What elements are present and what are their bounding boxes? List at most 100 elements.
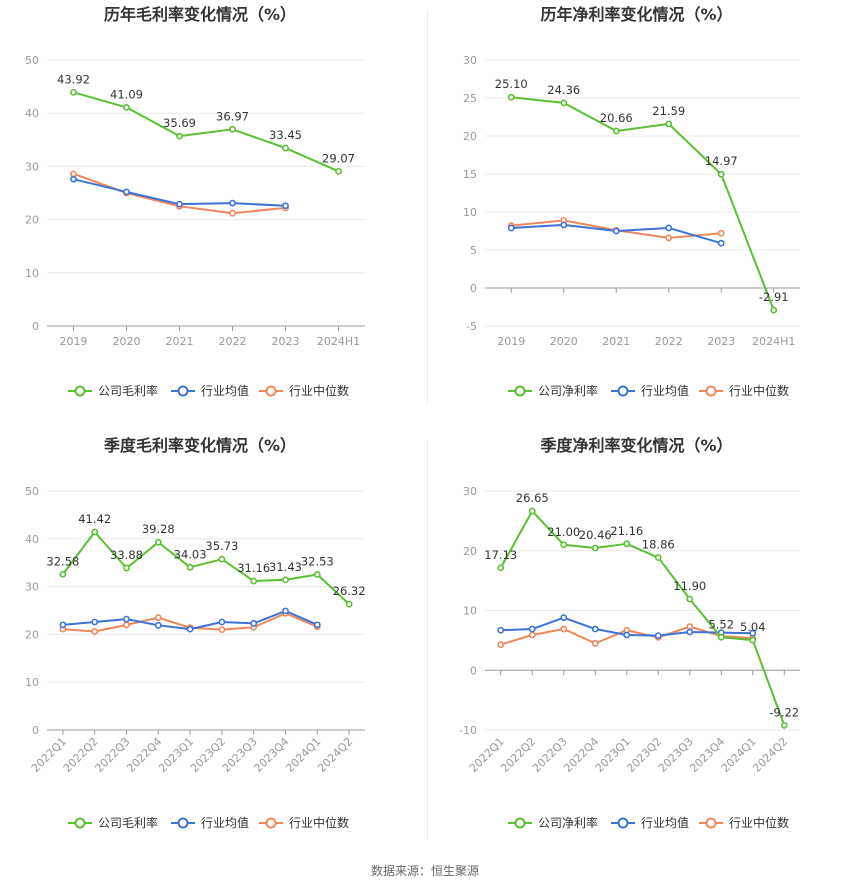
data-point [665, 120, 673, 128]
data-point [528, 625, 536, 633]
y-tick-label: -10 [459, 724, 477, 737]
data-label: -2.91 [759, 290, 789, 304]
y-tick-label: 20 [25, 214, 39, 227]
x-tick-label: 2024Q2 [750, 735, 790, 775]
data-point [560, 99, 568, 107]
y-tick-label: 30 [25, 581, 39, 594]
data-point [229, 125, 236, 133]
y-tick-label: 40 [25, 107, 39, 120]
chart-svg: 历年净利率变化情况（%） -5 0 5 10 15 20 25 30 2019 2020 2021 20… [463, 5, 800, 398]
data-label: 35.69 [163, 116, 196, 130]
data-point [123, 615, 130, 623]
chart-svg: 季度净利率变化情况（%）-1001020302022Q12022Q22022Q3… [459, 436, 800, 830]
chart-title: 季度净利率变化情况（%） [539, 436, 732, 455]
y-tick-label: -5 [466, 320, 477, 333]
data-point [313, 571, 321, 578]
data-point [91, 528, 99, 536]
legend-label: 行业中位数 [289, 815, 349, 830]
y-tick-label: 0 [32, 724, 39, 737]
data-point [218, 618, 226, 626]
series-line [511, 96, 775, 311]
data-point [229, 199, 236, 207]
chart-annual-gross-margin: 历年毛利率变化情况（%） 0 10 20 30 40 50 2019 2020 2021 2022 2… [0, 0, 425, 410]
data-point [770, 306, 778, 314]
chart-title: 历年毛利率变化情况（%） [104, 5, 296, 24]
x-tick-label: 2023 [707, 335, 735, 348]
data-point [186, 625, 194, 633]
data-point [123, 104, 130, 111]
y-tick-label: 10 [25, 676, 39, 689]
legend-label: 行业均值 [201, 815, 249, 830]
y-tick-label: 30 [463, 54, 477, 67]
y-tick-label: 0 [470, 282, 477, 295]
data-label: 26.65 [516, 491, 549, 505]
data-label: 26.32 [333, 584, 366, 598]
data-label: 14.97 [705, 154, 738, 168]
data-point [345, 600, 353, 608]
data-point [250, 577, 258, 585]
data-label: 5.04 [740, 620, 766, 634]
y-tick-label: 50 [25, 485, 39, 498]
data-label: 11.90 [673, 579, 706, 593]
chart-title: 历年净利率变化情况（%） [540, 5, 732, 24]
data-point [70, 170, 77, 178]
legend-label: 公司净利率 [538, 383, 598, 398]
data-point [186, 563, 194, 571]
y-tick-label: 50 [25, 54, 39, 67]
data-point [717, 170, 725, 178]
data-point [154, 621, 162, 629]
legend-marker [177, 385, 189, 397]
y-tick-label: 10 [463, 605, 477, 618]
data-label: 34.03 [174, 547, 207, 561]
x-tick-label: 2019 [497, 335, 525, 348]
series-line [73, 91, 339, 173]
legend-marker [74, 817, 86, 829]
data-point [560, 625, 568, 633]
series-line [62, 531, 350, 605]
data-point [313, 621, 321, 629]
data-point [497, 626, 505, 634]
data-label: 41.09 [110, 87, 143, 101]
legend-label: 公司毛利率 [98, 815, 158, 830]
x-tick-label: 2024H1 [752, 335, 795, 348]
data-point [749, 629, 757, 637]
data-label: 33.88 [110, 548, 143, 562]
legend-label: 行业中位数 [729, 383, 789, 398]
data-point [717, 633, 725, 641]
data-point [59, 570, 67, 578]
y-tick-label: 10 [463, 206, 477, 219]
vertical-divider [427, 440, 428, 840]
legend-label: 公司毛利率 [98, 383, 158, 398]
x-tick-label: 2019 [60, 335, 88, 348]
legend-label: 行业中位数 [729, 815, 789, 830]
data-point [59, 621, 67, 629]
x-tick-label: 2022 [219, 335, 247, 348]
x-tick-label: 2024Q2 [315, 735, 355, 775]
chart-quarterly-net-margin: 季度净利率变化情况（%） -10 0 10 20 30 2022Q1 2022Q2 2022Q3… [425, 430, 850, 850]
data-point [497, 564, 505, 572]
data-point [560, 221, 568, 229]
legend-marker [617, 385, 629, 397]
legend-label: 行业均值 [641, 383, 689, 398]
data-label: 33.45 [269, 128, 302, 142]
legend-label: 行业均值 [201, 383, 249, 398]
x-tick-label: 2024H1 [317, 335, 360, 348]
data-point [282, 144, 289, 152]
data-point [123, 621, 130, 629]
y-tick-label: 20 [463, 130, 477, 143]
data-label: 29.07 [322, 151, 355, 165]
data-point [749, 636, 757, 644]
y-tick-label: 0 [470, 664, 477, 677]
data-label: 20.46 [579, 528, 612, 542]
data-label: 24.36 [547, 83, 580, 97]
data-point [218, 626, 226, 634]
y-tick-label: 10 [25, 267, 39, 280]
chart-title: 季度毛利率变化情况（%） [103, 436, 296, 455]
data-point [123, 564, 130, 572]
data-point [154, 538, 162, 546]
data-point [612, 127, 620, 135]
data-point [154, 614, 162, 622]
legend-marker [265, 385, 277, 397]
chart-svg: 历年毛利率变化情况（%） 0 10 20 30 40 50 2019 2020 2021 2022 2… [25, 5, 365, 398]
y-tick-label: 0 [32, 320, 39, 333]
